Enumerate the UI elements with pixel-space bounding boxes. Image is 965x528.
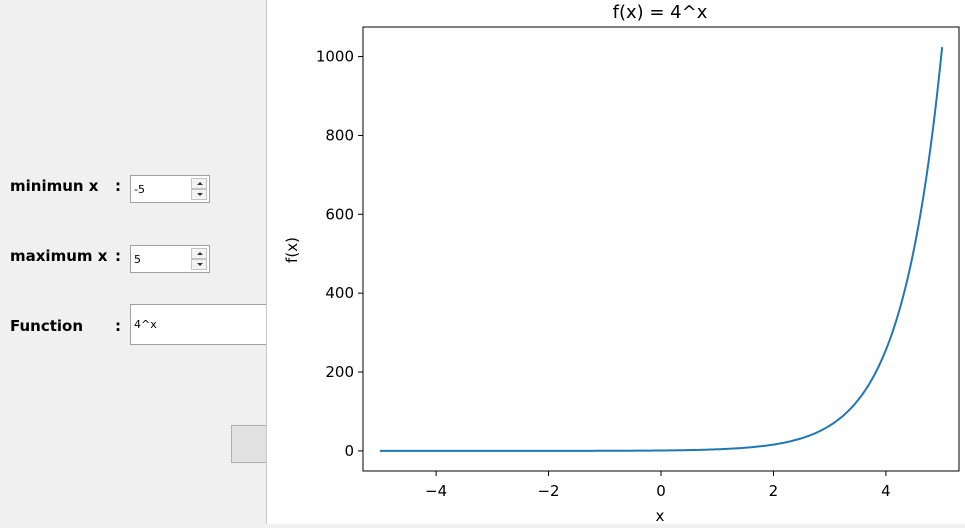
min-x-spinbox[interactable]: -5 <box>130 175 210 203</box>
function-chart: f(x) = 4^x −4 −2 0 2 4 0 200 400 600 800 1000 x f… <box>283 2 960 525</box>
function-label: Function <box>10 317 84 335</box>
min-x-label: minimun x <box>10 177 99 195</box>
min-x-decrement-button[interactable] <box>191 189 207 200</box>
control-panel: minimun x : -5 maximum x : 5 Function : … <box>0 0 291 524</box>
x-axis-label: x <box>656 507 665 524</box>
arrow-up-icon <box>197 252 203 255</box>
series-line <box>379 47 944 452</box>
y-tick-label: 600 <box>325 205 354 223</box>
x-tick-label: −2 <box>537 482 559 500</box>
y-tick-label: 1000 <box>316 48 354 66</box>
max-x-decrement-button[interactable] <box>191 259 207 270</box>
function-input[interactable]: 4^x <box>130 304 280 345</box>
max-x-increment-button[interactable] <box>191 248 207 259</box>
function-colon: : <box>115 317 121 335</box>
plot-panel: f(x) = 4^x −4 −2 0 2 4 0 200 400 600 800 1000 x f… <box>267 0 965 525</box>
max-x-label: maximum x <box>10 247 108 265</box>
x-tick-label: 2 <box>769 482 779 500</box>
max-x-colon: : <box>115 247 121 265</box>
x-tick-label: −4 <box>425 482 447 500</box>
y-tick-label: 200 <box>325 363 354 381</box>
arrow-up-icon <box>197 182 203 185</box>
y-tick-label: 0 <box>344 442 354 460</box>
y-tick-label: 400 <box>325 284 354 302</box>
max-x-value: 5 <box>134 253 141 266</box>
max-x-spinbox[interactable]: 5 <box>130 245 210 273</box>
y-tick-label: 800 <box>325 126 354 144</box>
min-x-colon: : <box>115 177 121 195</box>
chart-title: f(x) = 4^x <box>613 2 708 23</box>
arrow-down-icon <box>197 263 203 266</box>
arrow-down-icon <box>197 193 203 196</box>
plot-area-frame <box>362 26 960 472</box>
x-tick-label: 4 <box>881 482 891 500</box>
x-tick-label: 0 <box>656 482 666 500</box>
min-x-increment-button[interactable] <box>191 178 207 189</box>
function-value: 4^x <box>134 318 157 331</box>
y-axis-label: f(x) <box>283 237 301 263</box>
min-x-value: -5 <box>134 183 145 196</box>
